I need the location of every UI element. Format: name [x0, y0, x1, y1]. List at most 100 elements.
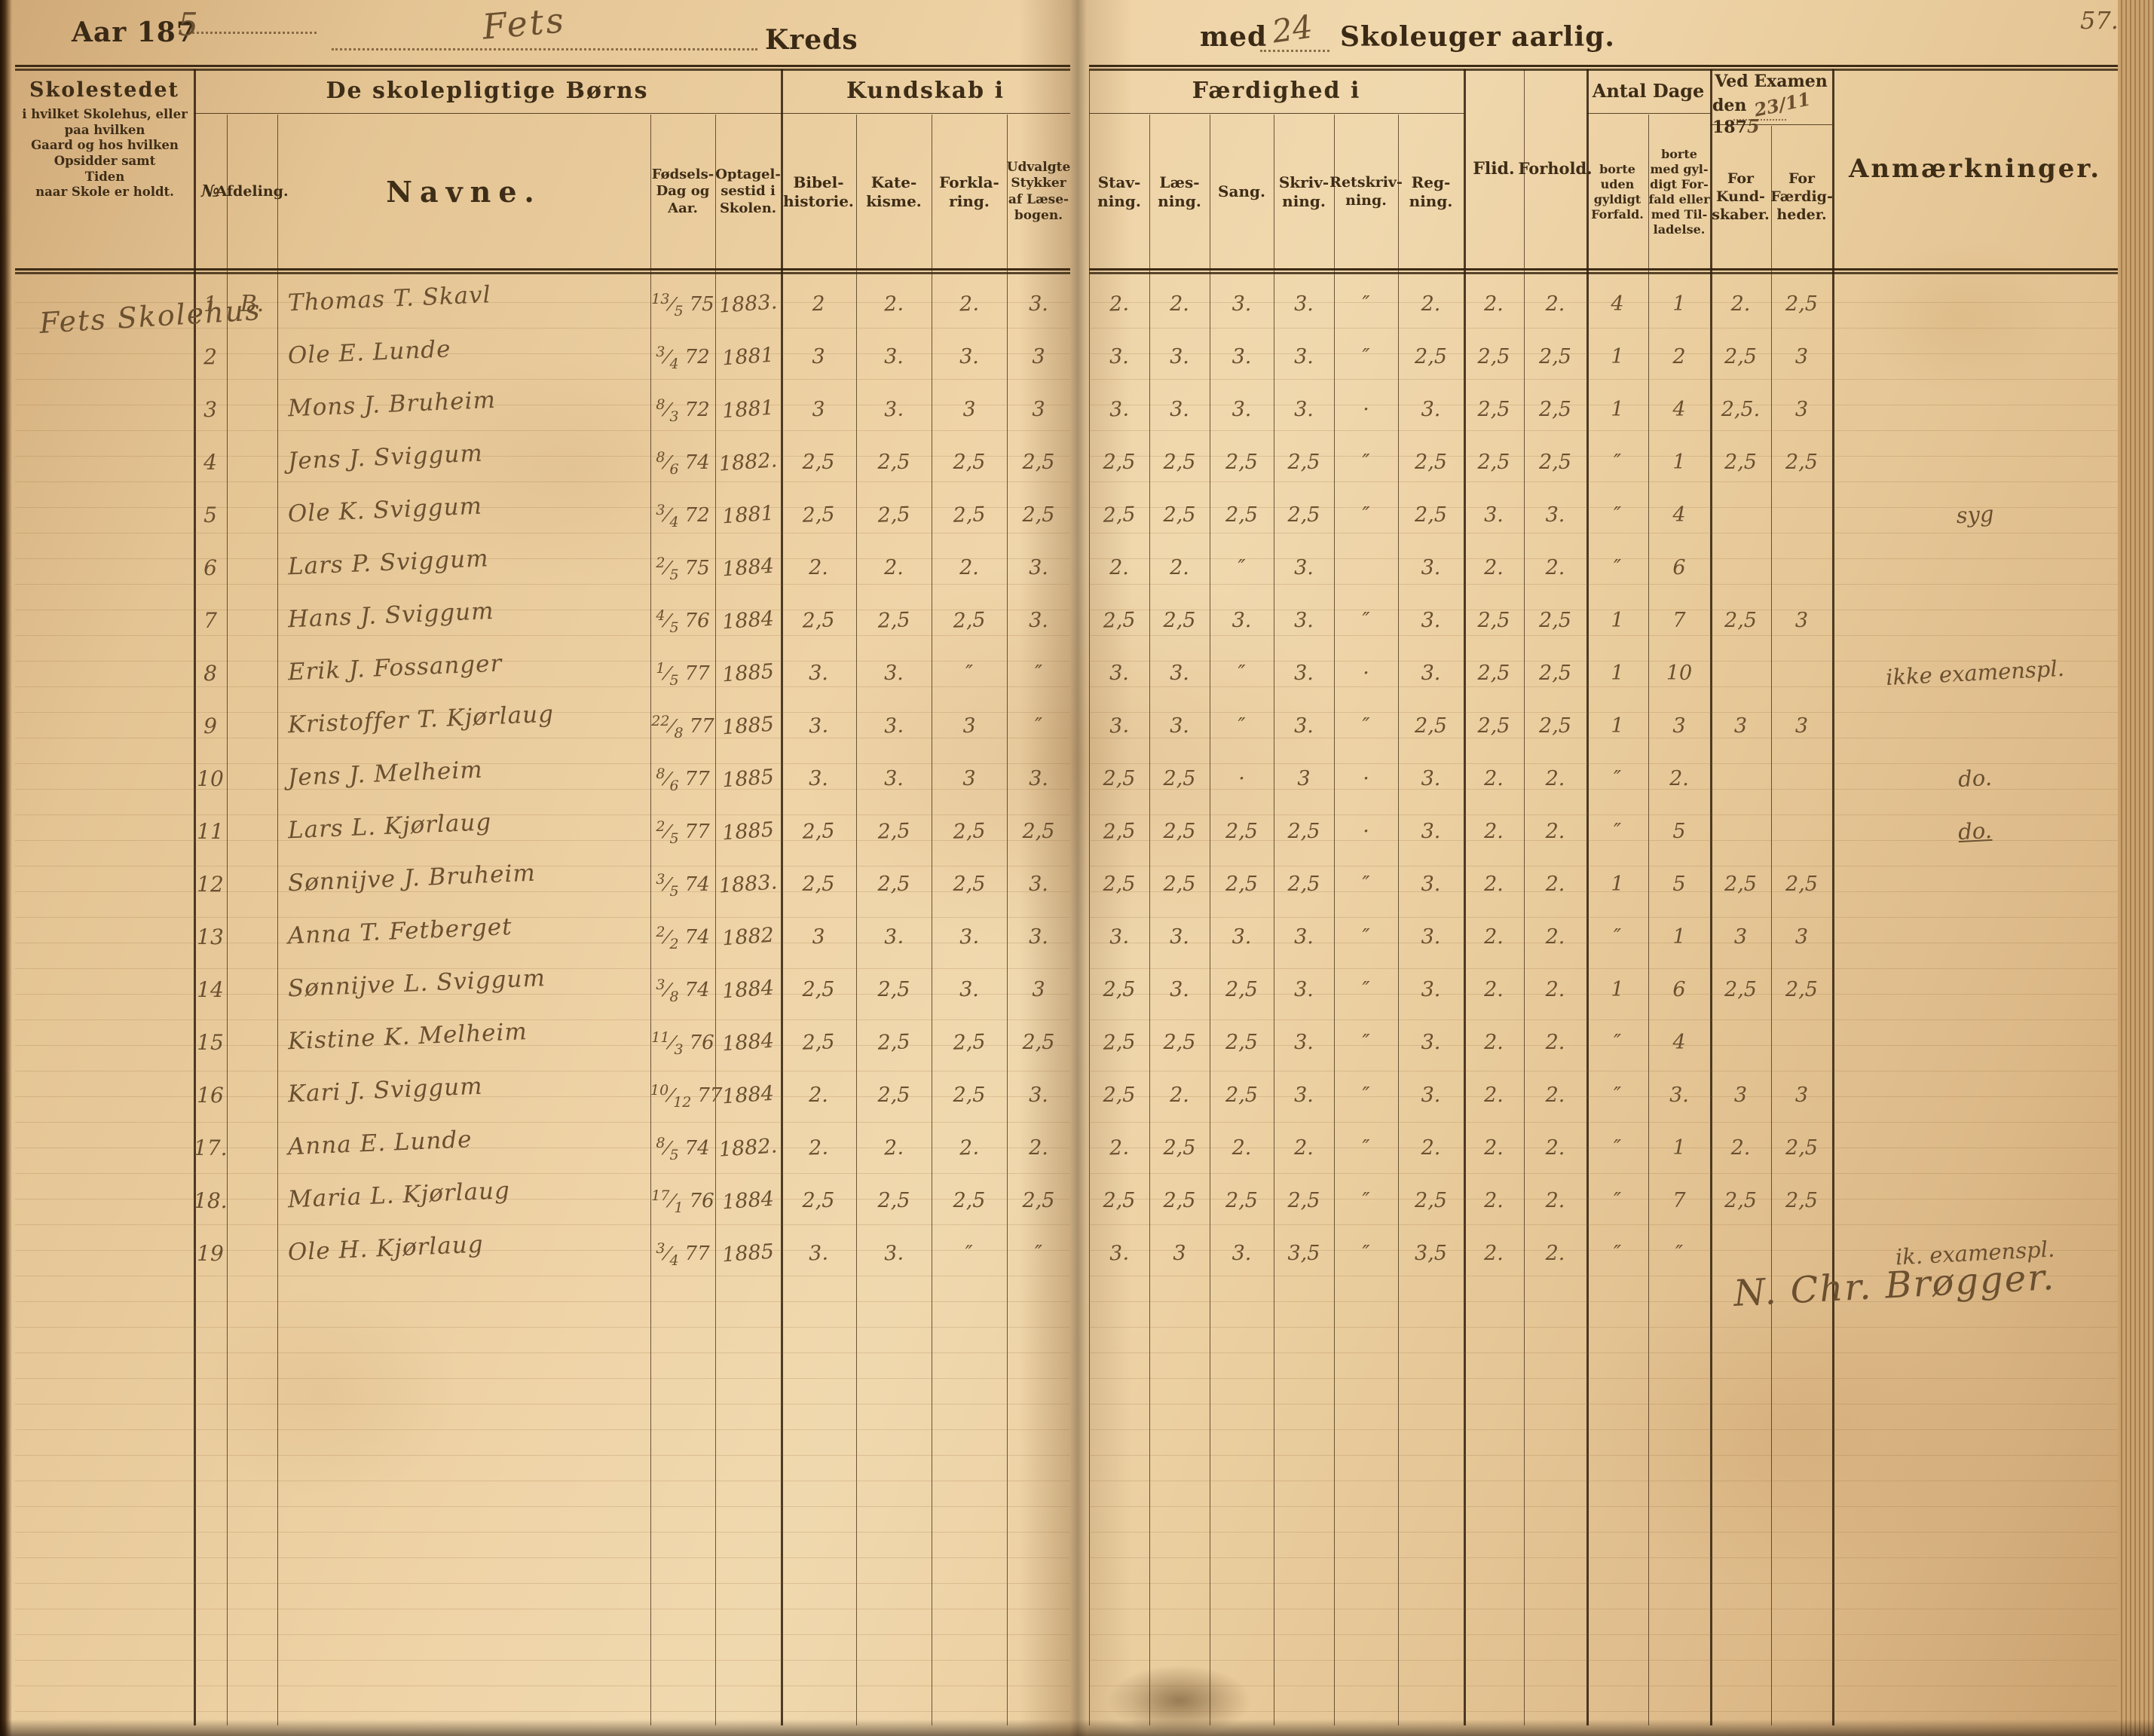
cell-exam-kundskaber: 2,5: [1724, 872, 1757, 896]
table-row: 2,5 2,5 2,5 2,5 ″ 2,5 2,5 2,5 ″ 1 2,5 2,…: [1089, 436, 2118, 488]
cell-forhold: 2,5: [1539, 714, 1571, 738]
cell-katekisme: 3.: [883, 1241, 904, 1265]
cell-forhold: 2.: [1545, 1188, 1565, 1212]
cell-exam-kundskaber: 2.: [1730, 292, 1751, 316]
cell-bibelhistorie: 2,5: [801, 502, 835, 527]
cell-katekisme: 3.: [884, 661, 904, 685]
cell-bibelhistorie: 2,5: [801, 1029, 835, 1055]
col-header-for-faerdigheder: For Færdig- heder.: [1770, 170, 1833, 223]
cell-stavning: 2,5: [1103, 1083, 1136, 1107]
col-header-skolested-title: Skolestedet: [29, 78, 180, 102]
cell-laesning: 3.: [1170, 925, 1189, 949]
cell-sang: ″: [1238, 555, 1246, 579]
cell-laesning: 2.: [1170, 292, 1189, 316]
cell-exam-faerdigheder: 3: [1794, 1083, 1809, 1107]
cell-days-absent-med: 2.: [1669, 766, 1689, 790]
cell-name: Jens J. Melheim: [287, 756, 484, 792]
cell-anmaerkning: [1832, 454, 2117, 469]
cell-regning: 2.: [1421, 292, 1441, 316]
cell-days-absent-med: 5: [1672, 819, 1686, 843]
cell-admission-year: 1881: [721, 396, 775, 423]
cell-regning: 3.: [1421, 977, 1441, 1001]
cell-forklaring: 2.: [959, 292, 980, 316]
cell-skrivning: 3.: [1294, 977, 1314, 1001]
cell-sang: 2,5: [1225, 819, 1258, 843]
cell-bibelhistorie: 3.: [808, 1241, 829, 1265]
cell-days-absent-uden: ″: [1613, 1241, 1622, 1265]
year-handwritten: 5: [178, 6, 198, 43]
table-row: 4 Jens J. Sviggum 8⁄6 74 1882. 2,5 2,5 2,…: [15, 436, 1070, 488]
table-row: 14 Sønnijve L. Sviggum 3⁄8 74 1884 2,5 2,…: [15, 963, 1070, 1016]
cell-katekisme: 2.: [883, 292, 904, 316]
cell-bibelhistorie: 3: [811, 397, 826, 421]
cell-stavning: 2,5: [1103, 450, 1136, 474]
cell-birthdate: 4⁄5 76: [656, 607, 710, 636]
cell-laesning: 2,5: [1163, 450, 1196, 474]
exam-header-line2: den 23/11 1875: [1712, 87, 1833, 137]
table-row: 3. 3. ″ 3. ″ 2,5 2,5 2,5 1 3 3 3: [1089, 699, 2118, 752]
cell-retskrivning: ″: [1362, 977, 1370, 1001]
cell-forklaring: 2,5: [953, 450, 986, 474]
cell-name: Kari J. Sviggum: [287, 1072, 484, 1108]
cell-admission-year: 1883.: [717, 289, 779, 318]
cell-days-absent-med: 3.: [1669, 1083, 1689, 1107]
cell-stavning: 2,5: [1102, 818, 1136, 844]
cell-admission-year: 1885: [721, 712, 775, 739]
cell-birthdate: 13⁄5 75: [651, 290, 714, 319]
cell-retskrivning: ″: [1362, 292, 1370, 316]
cell-stavning: 3.: [1109, 714, 1130, 738]
cell-sang: 2,5: [1225, 872, 1258, 896]
cell-name: Thomas T. Skavl: [287, 281, 492, 317]
cell-flid: 2.: [1484, 292, 1504, 316]
cell-udvalgte: 3: [1032, 344, 1045, 368]
col-header-skolested-sub: i hvilket Skolehus, eller paa hvilken Ga…: [22, 107, 188, 200]
table-row: 8 Erik J. Fossanger 1⁄5 77 1885 3. 3. ″ ″: [15, 646, 1070, 699]
cell-sang: 2,5: [1225, 1188, 1258, 1212]
cell-forklaring: 2,5: [953, 1188, 986, 1212]
cell-forhold: 2.: [1545, 292, 1565, 316]
cell-retskrivning: ″: [1362, 450, 1370, 474]
cell-anmaerkning: [1832, 1193, 2117, 1208]
cell-bibelhistorie: 2.: [809, 555, 828, 579]
cell-sang: ″: [1238, 661, 1246, 685]
cell-admission-year: 1884: [721, 976, 775, 1003]
cell-skrivning: 3.: [1294, 397, 1314, 421]
right-page-ruling: [1089, 277, 2118, 1725]
cell-udvalgte: 2.: [1029, 1135, 1048, 1160]
cell-exam-kundskaber: 2,5: [1724, 1188, 1757, 1212]
cell-udvalgte: ″: [1034, 714, 1043, 738]
cell-udvalgte: 3.: [1029, 925, 1048, 949]
cell-name: Mons J. Bruheim: [287, 386, 497, 423]
cell-anmaerkning: [1832, 1140, 2117, 1155]
cell-forklaring: 2,5: [952, 818, 986, 844]
cell-flid: 3.: [1484, 503, 1504, 527]
cell-retskrivning: ″: [1362, 344, 1370, 368]
cell-forhold: 3.: [1545, 503, 1565, 527]
cell-name: Ole K. Sviggum: [287, 492, 483, 528]
cell-days-absent-uden: ″: [1613, 766, 1622, 790]
cell-forhold: 2.: [1545, 766, 1565, 790]
cell-laesning: 3.: [1170, 661, 1189, 685]
group-header-skolepligtige: De skolepligtige Børns: [326, 78, 649, 105]
table-row: 3. 3. ″ 3. · 3. 2,5 2,5 1 10 ikke examen…: [1089, 646, 2118, 699]
cell-laesning: 3: [1173, 1241, 1186, 1265]
kreds-label: Kreds: [765, 24, 858, 56]
cell-katekisme: 2.: [884, 555, 904, 579]
cell-anmaerkning: ikke examenspl.: [1885, 655, 2065, 691]
cell-birthdate: 10⁄12 77: [650, 1081, 723, 1111]
col-header-bibelhistorie: Bibel- historie.: [783, 173, 854, 210]
cell-flid: 2.: [1484, 1241, 1504, 1265]
cell-regning: 3.: [1421, 397, 1441, 421]
exam-den-label: den: [1712, 96, 1747, 115]
cell-udvalgte: 3.: [1029, 1083, 1048, 1107]
cell-regning: 3.: [1421, 555, 1441, 579]
cell-number: 12: [197, 871, 224, 897]
cell-bibelhistorie: 3.: [808, 714, 829, 738]
cell-anmaerkning: [1832, 1035, 2117, 1050]
cell-retskrivning: ·: [1363, 661, 1369, 685]
cell-admission-year: 1885: [721, 659, 775, 686]
cell-katekisme: 3.: [884, 766, 904, 790]
cell-name: Hans J. Sviggum: [287, 597, 495, 634]
cell-anmaerkning: [1832, 982, 2117, 997]
col-header-udvalgte: Udvalgte Stykker af Læse- bogen.: [1006, 160, 1071, 223]
